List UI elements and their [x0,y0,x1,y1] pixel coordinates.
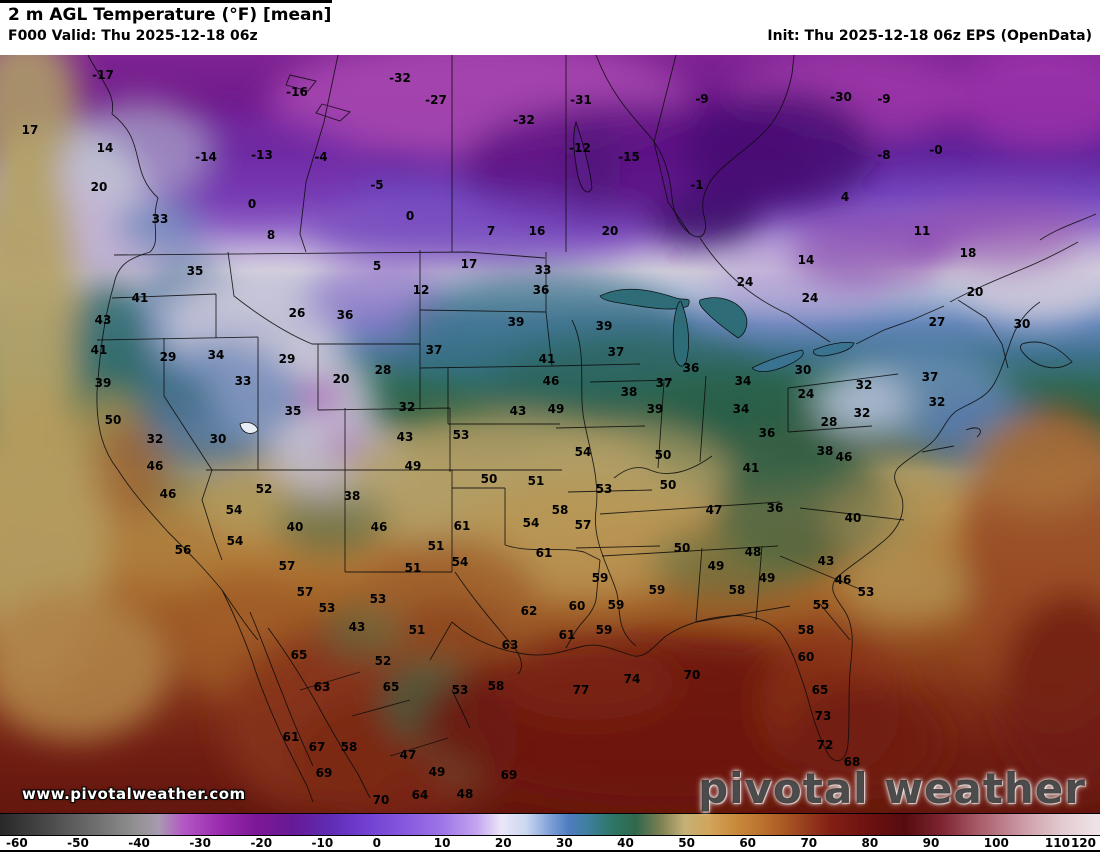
valid-time-label: F000 Valid: Thu 2025-12-18 06z [8,28,258,44]
colorbar-tick-label: 20 [494,836,512,850]
coastline-borders [87,55,1097,803]
top-border-line [0,0,332,3]
plains-texas-borders [419,252,601,675]
colorbar-tick-row: -60 -50 -40 -30 -20 -10 0 10 20 30 40 50 60 70 80 90 100… [0,836,1100,850]
western-state-borders [96,250,453,573]
temperature-colorbar: -60 -50 -40 -30 -20 -10 0 10 20 30 40 50 60 70 80 90 100… [0,813,1100,852]
mexico-state-borders [299,621,471,757]
colorbar-tick-label: 70 [800,836,818,850]
init-time-label: Init: Thu 2025-12-18 06z EPS (OpenData) [767,28,1092,44]
watermark: www.pivotalweather.com [22,785,246,803]
lake-erie [751,349,804,372]
colorbar-tick-label: 60 [739,836,757,850]
lake-superior [599,288,690,310]
great-salt-lake [239,422,259,434]
lake-winnipeg [573,120,593,193]
map-header: 2 m AGL Temperature (°F) [mean] F000 Val… [0,3,1100,55]
colorbar-tick-label: 50 [678,836,695,850]
colorbar-tick-label: 110 [1044,836,1070,850]
colorbar-tick-label: 0 [372,836,382,850]
lake-ontario [813,342,855,357]
map-subheader: F000 Valid: Thu 2025-12-18 06z Init: Thu… [0,25,1100,44]
terrain-grain-texture [0,55,1100,813]
colorbar-tick-label: -20 [250,836,273,850]
pivotal-weather-logo: pivotal weather [698,764,1086,813]
lake-huron [699,297,748,339]
lakes [239,120,855,434]
gulf-atlantic-coastline [451,301,1041,762]
temperature-map[interactable]: www.pivotalweather.com pivotal weather [0,55,1100,813]
colorbar-tick-label: 120 [1070,836,1096,850]
pacific-coastline [87,55,371,803]
colorbar-tick-label: 90 [922,836,940,850]
colorbar-tick-label: -30 [189,836,212,850]
map-title: 2 m AGL Temperature (°F) [mean] [8,5,332,25]
colorbar-tick-label: 30 [556,836,573,850]
colorbar-tick-label: 40 [617,836,634,850]
colorbar-tick-label: -60 [6,836,28,850]
midwest-borders [551,319,713,647]
us-canada-border [113,251,1009,369]
colorbar-tick-label: 80 [861,836,879,850]
temperature-field-svg [0,55,1100,813]
hudson-bay-coastline [595,55,795,238]
canada-province-borders [285,55,831,343]
colorbar-gradient [0,813,1100,836]
colorbar-tick-label: 100 [983,836,1009,850]
st-lawrence-maritimes-coast [921,213,1097,453]
colorbar-tick-label: -50 [67,836,89,850]
eastern-state-borders [599,373,905,641]
colorbar-tick-label: 10 [433,836,451,850]
colorbar-tick-label: -40 [128,836,150,850]
colorbar-tick-label: -10 [311,836,334,850]
lake-michigan [672,300,690,367]
